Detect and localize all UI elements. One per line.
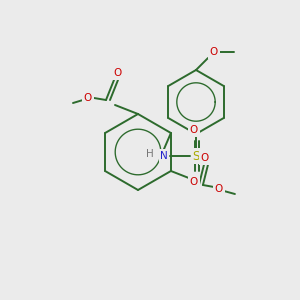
Text: O: O bbox=[190, 177, 198, 187]
Text: H: H bbox=[146, 149, 154, 159]
Text: O: O bbox=[114, 68, 122, 78]
Text: O: O bbox=[84, 93, 92, 103]
Text: N: N bbox=[160, 151, 168, 161]
Text: O: O bbox=[201, 153, 209, 163]
Text: O: O bbox=[215, 184, 223, 194]
Text: S: S bbox=[192, 149, 200, 163]
Text: O: O bbox=[190, 125, 198, 135]
Text: O: O bbox=[210, 47, 218, 57]
